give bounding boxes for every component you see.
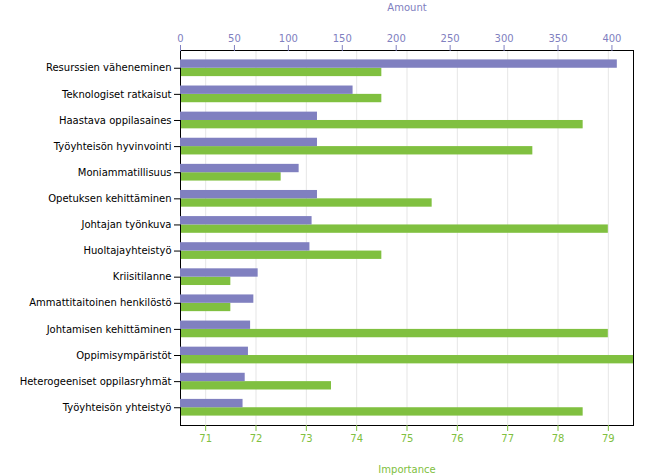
svg-text:Haastava oppilasaines: Haastava oppilasaines xyxy=(59,115,172,126)
svg-text:Johtajan työnkuva: Johtajan työnkuva xyxy=(80,219,171,230)
svg-text:74: 74 xyxy=(350,433,363,444)
svg-text:75: 75 xyxy=(401,433,414,444)
svg-text:Johtamisen kehittäminen: Johtamisen kehittäminen xyxy=(46,324,172,335)
svg-text:76: 76 xyxy=(451,433,464,444)
svg-text:Amount: Amount xyxy=(387,2,426,13)
svg-text:Ammattitaitoinen henkilöstö: Ammattitaitoinen henkilöstö xyxy=(29,297,171,308)
svg-text:150: 150 xyxy=(333,33,352,44)
svg-text:350: 350 xyxy=(548,33,567,44)
svg-text:Työyhteisön yhteistyö: Työyhteisön yhteistyö xyxy=(62,402,172,413)
svg-text:100: 100 xyxy=(279,33,298,44)
svg-text:77: 77 xyxy=(501,433,514,444)
svg-text:71: 71 xyxy=(199,433,212,444)
svg-text:Oppimisympäristöt: Oppimisympäristöt xyxy=(76,350,171,361)
svg-text:0: 0 xyxy=(177,33,183,44)
svg-text:Resurssien väheneminen: Resurssien väheneminen xyxy=(46,62,172,73)
svg-text:Moniammatillisuus: Moniammatillisuus xyxy=(78,167,172,178)
svg-text:Kriisitilanne: Kriisitilanne xyxy=(113,271,172,282)
svg-text:79: 79 xyxy=(602,433,615,444)
svg-text:78: 78 xyxy=(552,433,565,444)
svg-text:250: 250 xyxy=(441,33,460,44)
svg-text:50: 50 xyxy=(228,33,241,44)
svg-text:Importance: Importance xyxy=(378,464,435,475)
svg-text:72: 72 xyxy=(250,433,263,444)
svg-text:Teknologiset ratkaisut: Teknologiset ratkaisut xyxy=(61,89,172,100)
svg-text:Opetuksen kehittäminen: Opetuksen kehittäminen xyxy=(48,193,171,204)
svg-text:Huoltajayhteistyö: Huoltajayhteistyö xyxy=(84,245,172,256)
svg-text:73: 73 xyxy=(300,433,313,444)
svg-text:Heterogeeniset oppilasryhmät: Heterogeeniset oppilasryhmät xyxy=(20,376,172,387)
svg-text:200: 200 xyxy=(387,33,406,44)
svg-text:Työyhteisön hyvinvointi: Työyhteisön hyvinvointi xyxy=(53,141,172,152)
svg-text:400: 400 xyxy=(602,33,621,44)
svg-text:300: 300 xyxy=(495,33,514,44)
